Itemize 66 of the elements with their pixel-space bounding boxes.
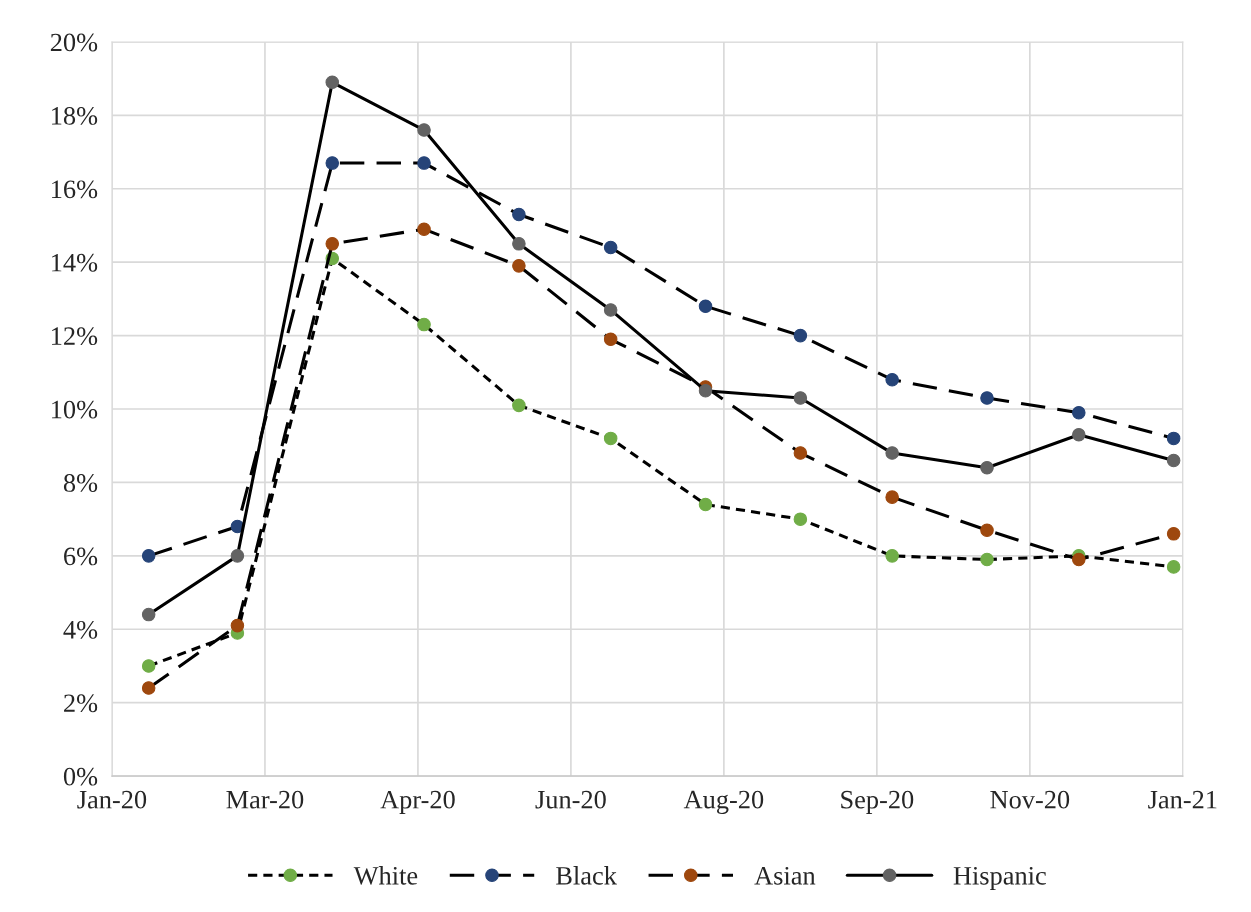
y-tick-label: 12%: [52, 327, 98, 346]
x-tick-label: Jun-20: [535, 790, 606, 809]
point: [325, 75, 340, 90]
x-tick-label: Apr-20: [380, 790, 455, 814]
point: [885, 490, 899, 504]
point: [1072, 552, 1086, 567]
point: [230, 549, 245, 563]
point: [793, 328, 808, 343]
point: [885, 446, 899, 460]
y-tick-label: 18%: [52, 106, 98, 125]
point: [793, 512, 808, 526]
point: [603, 303, 618, 317]
point: [1072, 405, 1086, 420]
point: [603, 240, 618, 255]
point: [141, 607, 156, 622]
legend-label: Hispanic: [953, 866, 1046, 891]
point: [417, 317, 431, 332]
legend-label: White: [353, 866, 418, 885]
point: [417, 123, 431, 137]
point: [417, 156, 431, 170]
point: [793, 391, 808, 405]
x-tick-label: Aug-20: [683, 790, 764, 814]
point: [417, 222, 431, 236]
point: [698, 299, 713, 314]
point: [885, 372, 899, 387]
point: [980, 552, 994, 567]
point: [512, 237, 526, 251]
point: [1166, 431, 1181, 446]
y-tick-label: 20%: [50, 33, 98, 52]
point: [141, 659, 156, 673]
y-tick-label: 0%: [63, 767, 98, 786]
y-tick-label: 10%: [52, 400, 98, 419]
y-tick-label: 16%: [52, 180, 98, 199]
point: [1072, 427, 1086, 442]
point: [885, 549, 899, 563]
legend-label: Asian: [754, 866, 816, 885]
y-tick-label: 6%: [64, 547, 98, 566]
x-tick-label: Jan-21: [1148, 790, 1217, 809]
x-tick-label: Nov-20: [990, 790, 1070, 809]
x-tick-label: Mar-20: [226, 790, 304, 809]
point: [512, 398, 526, 413]
legend-label: Black: [556, 866, 617, 885]
point: [603, 332, 618, 347]
point: [325, 237, 340, 251]
point: [141, 549, 156, 563]
y-tick-label: 4%: [63, 620, 98, 639]
x-tick-label: Sep-20: [841, 790, 914, 814]
point: [1166, 560, 1181, 574]
point: [141, 681, 156, 695]
y-tick-label: 14%: [52, 253, 98, 272]
point: [698, 497, 713, 512]
x-tick-label: Jan-20: [77, 790, 147, 809]
point: [980, 461, 994, 475]
point: [1166, 453, 1181, 468]
point: [980, 391, 994, 405]
point: [512, 259, 526, 273]
point: [603, 431, 618, 446]
point: [793, 446, 808, 460]
point: [512, 207, 526, 222]
point: [230, 618, 245, 633]
point: [980, 523, 994, 537]
point: [698, 383, 713, 398]
y-tick-label: 8%: [63, 474, 98, 492]
point: [1166, 527, 1181, 541]
point: [325, 156, 340, 170]
y-tick-label: 2%: [64, 694, 98, 713]
